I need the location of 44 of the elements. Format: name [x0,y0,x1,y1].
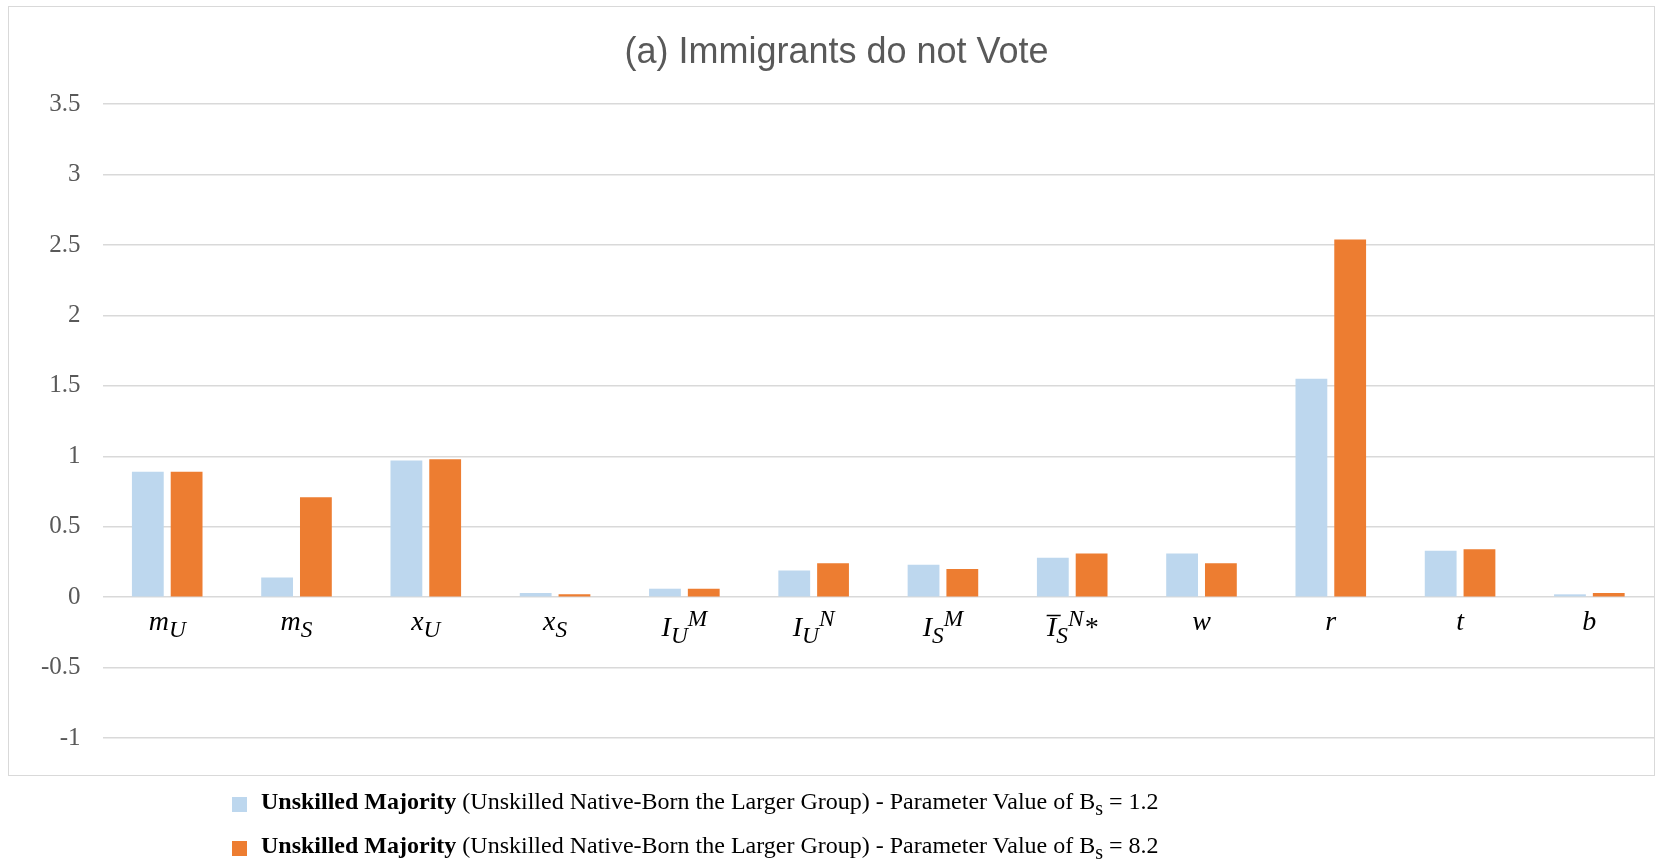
bar [1036,557,1069,597]
x-tick-label: t [1456,605,1464,638]
bar [1424,550,1457,597]
bar [778,570,811,597]
y-tick-label: 3.5 [49,88,81,116]
y-tick-label: 2 [68,300,81,328]
bar [299,497,332,597]
x-tick-label: I̅$_{S}$$^{N}$* [1046,605,1098,650]
bar [261,577,294,597]
bar [817,563,849,597]
y-tick-label: 3 [68,159,81,187]
bar [907,564,940,597]
bar [558,594,591,597]
x-tick-label: x$_{S}$ [543,605,568,643]
x-tick-label: w [1192,605,1211,638]
x-tick-label: r [1325,605,1337,638]
bar [1295,378,1328,597]
bar [1463,549,1496,597]
bar [1166,553,1199,597]
y-tick-label: 1 [68,440,81,468]
chart-title: (a) Immigrants do not Vote [624,29,1049,71]
bar [390,460,423,597]
x-tick-label: m$_{U}$ [148,605,186,643]
bar [1075,553,1108,597]
x-tick-label: m$_{S}$ [280,605,313,643]
bar [1204,563,1237,597]
bar [687,588,720,597]
legend-label: Unskilled Majority (Unskilled Native-Born the Larger Group) - Parameter Value of B$_{s}$ = 8.2 [261,832,1159,863]
y-tick-label: -0.5 [41,652,81,680]
bar [1554,594,1586,597]
bar [429,459,462,597]
y-tick-label: 0.5 [49,511,81,539]
bar [946,568,979,597]
y-tick-label: 0 [68,581,81,609]
y-tick-label: 1.5 [49,370,81,398]
bar [131,471,164,597]
bar [1334,239,1367,597]
x-tick-label: b [1582,605,1597,638]
bar [170,471,203,597]
bar [649,588,681,597]
x-tick-label: x$_{U}$ [411,605,441,643]
y-tick-label: -1 [59,722,81,750]
legend-label: Unskilled Majority (Unskilled Native-Born the Larger Group) - Parameter Value of B$_{s}$ = 1.2 [261,788,1159,820]
y-tick-label: 2.5 [49,229,81,257]
